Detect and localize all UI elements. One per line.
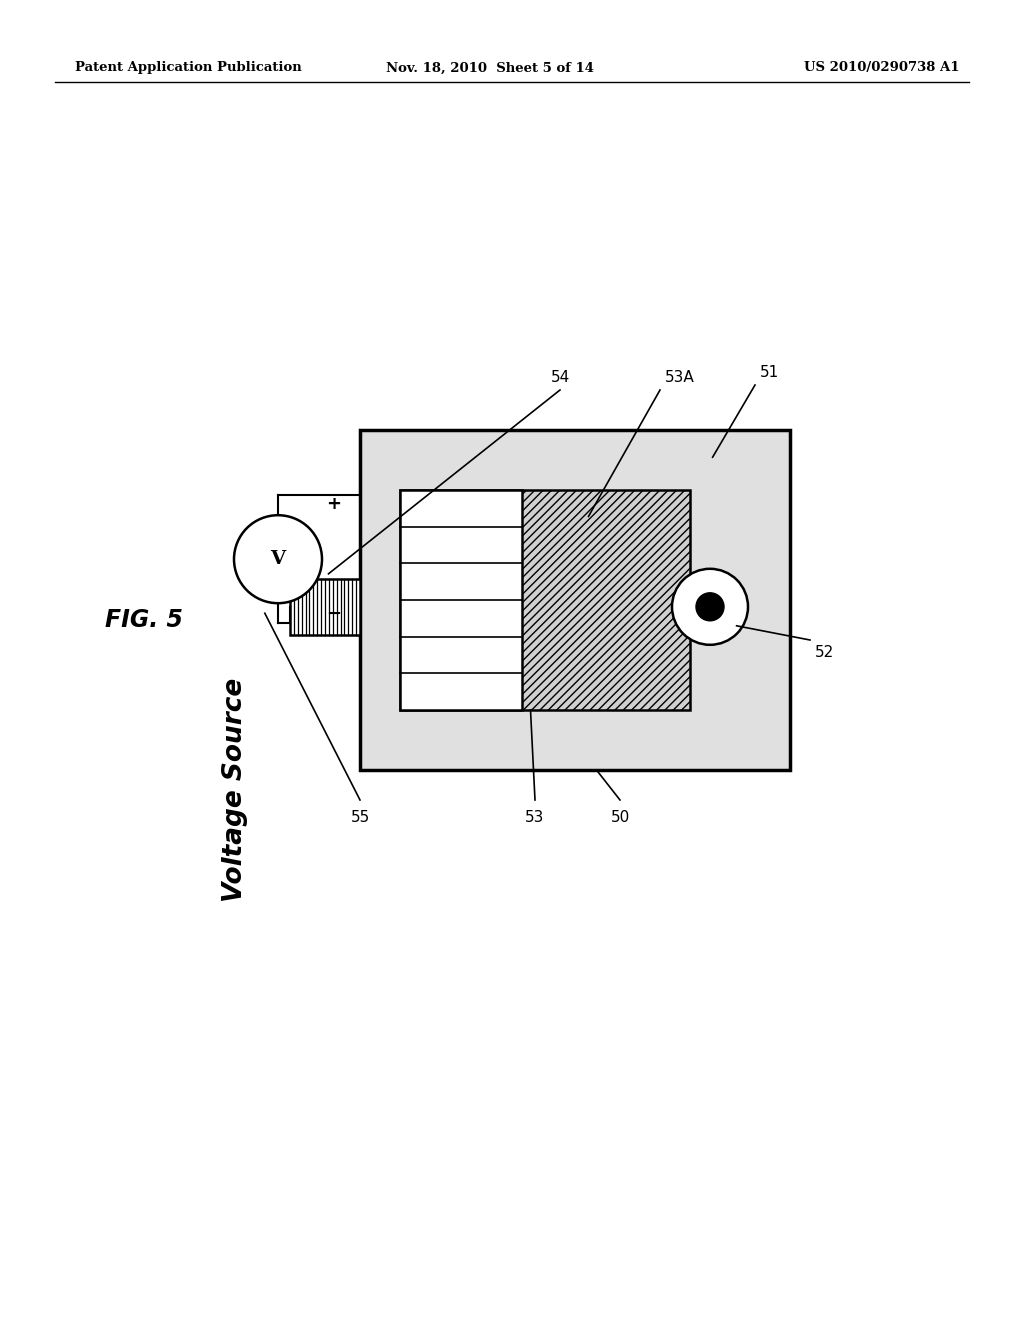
Circle shape <box>672 569 748 644</box>
Text: 53A: 53A <box>665 370 694 385</box>
Text: −: − <box>326 605 341 623</box>
Text: 50: 50 <box>610 810 630 825</box>
Text: V: V <box>270 550 286 568</box>
Text: 54: 54 <box>550 370 569 385</box>
Text: 55: 55 <box>350 810 370 825</box>
Text: 53: 53 <box>525 810 545 825</box>
Text: 52: 52 <box>815 645 835 660</box>
Text: US 2010/0290738 A1: US 2010/0290738 A1 <box>805 62 961 74</box>
Bar <box>360 430 790 770</box>
Text: Nov. 18, 2010  Sheet 5 of 14: Nov. 18, 2010 Sheet 5 of 14 <box>386 62 594 74</box>
Text: Patent Application Publication: Patent Application Publication <box>75 62 302 74</box>
Text: 51: 51 <box>760 366 779 380</box>
Bar <box>400 490 690 710</box>
Text: FIG. 5: FIG. 5 <box>105 609 183 632</box>
Bar <box>290 578 360 635</box>
Bar <box>400 490 522 710</box>
Circle shape <box>234 515 322 603</box>
Text: Voltage Source: Voltage Source <box>222 678 248 902</box>
Text: +: + <box>326 495 341 513</box>
Circle shape <box>696 593 724 620</box>
